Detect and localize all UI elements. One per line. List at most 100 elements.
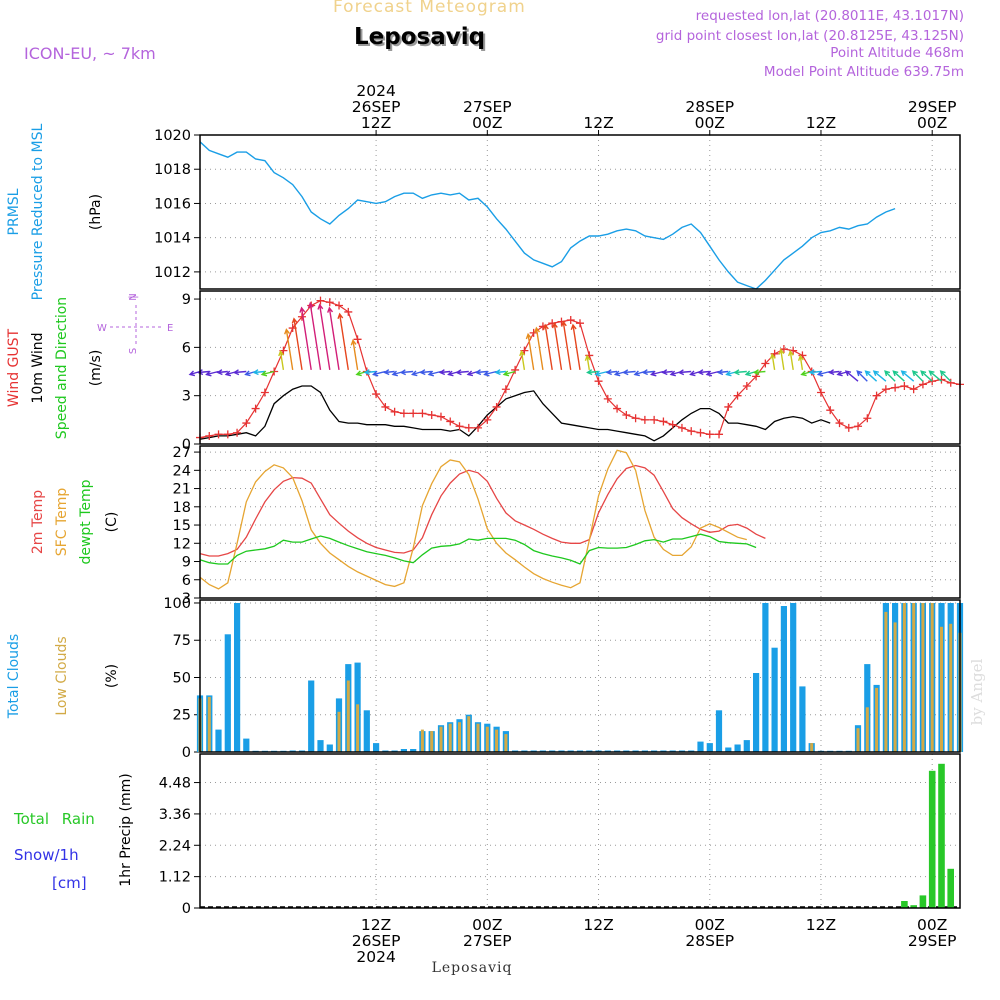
compass-south: S <box>128 348 139 354</box>
y-tick-label: 4.48 <box>159 776 191 792</box>
time-label-top: 12Z <box>583 114 613 132</box>
total-clouds-bar <box>224 634 231 752</box>
model-label: ICON-EU, ~ 7km <box>24 44 156 63</box>
low-clouds-bar <box>856 728 860 752</box>
y-tick-label: 18 <box>173 500 191 516</box>
y-tick-label: 6 <box>182 340 191 356</box>
wind-direction-arrow <box>427 370 442 377</box>
wind-direction-arrow <box>284 328 294 371</box>
y-tick-label: 1018 <box>154 162 191 178</box>
wind-direction-arrow <box>542 323 553 371</box>
wind-direction-arrow <box>939 370 952 382</box>
prmsl-label: PRMSL <box>6 188 22 235</box>
y-tick-label: 3.36 <box>159 807 191 823</box>
wind-gust-marker <box>603 394 612 403</box>
wind-direction-arrow <box>856 370 868 382</box>
wind-gust-marker <box>705 430 714 439</box>
low-clouds-bar <box>912 603 916 752</box>
wind-gust-marker <box>344 307 353 316</box>
total-clouds-bar <box>243 738 250 752</box>
time-label-top: 00Z <box>695 114 725 132</box>
low-clouds-bar <box>884 611 888 752</box>
pressure-unit: (hPa) <box>88 194 104 230</box>
wind-gust-marker <box>677 423 686 432</box>
total-clouds-bar <box>234 603 241 752</box>
wind-gust-marker <box>650 415 659 424</box>
wind-direction-arrow <box>705 370 720 377</box>
wind-direction-arrow <box>525 332 535 371</box>
panel-frame <box>199 753 961 909</box>
y-tick-label: 27 <box>173 445 191 461</box>
compass-north: N <box>128 293 139 300</box>
y-tick-label: 1014 <box>154 231 191 247</box>
y-tick-label: 9 <box>182 555 191 571</box>
y-tick-label: 3 <box>182 389 191 405</box>
panel-frame <box>199 290 961 445</box>
wind-gust-marker <box>474 423 483 432</box>
time-label-bottom: 29SEP <box>908 932 957 950</box>
wind-direction-arrow <box>317 303 331 371</box>
low-clouds-bar <box>439 726 443 752</box>
precip-axis-label: 1hr Precip (mm) <box>118 773 134 886</box>
grid-point-coords: grid point closest lon,lat (20.8125E, 43… <box>655 28 964 44</box>
total-clouds-bar <box>790 603 797 752</box>
y-tick-label: 12 <box>173 536 191 552</box>
low-clouds-bar <box>458 722 461 752</box>
pressure-line <box>199 141 896 290</box>
compass-west: W <box>97 323 107 334</box>
time-label-bottom: 2024 <box>356 948 395 966</box>
y-tick-label: 25 <box>173 708 191 724</box>
low-clouds-bar <box>430 731 434 752</box>
wind-gust-marker <box>724 402 733 411</box>
wind-gust-label: Wind GUST <box>6 328 22 407</box>
temp-2m-line <box>199 464 766 557</box>
wind-direction-arrow <box>900 370 915 382</box>
panel-frame <box>199 445 961 599</box>
wind-direction-arrow <box>594 370 608 377</box>
total-clouds-bar <box>400 749 407 752</box>
wind-gust-marker <box>399 409 408 418</box>
wind-direction-arrow <box>864 370 878 382</box>
wind-direction-arrow <box>399 369 414 376</box>
time-label-top: 29SEP <box>908 98 957 116</box>
wind-direction-arrow <box>232 369 247 376</box>
wind-direction-arrow <box>570 323 581 371</box>
wind-direction-arrow <box>716 369 729 376</box>
forecast-title: Forecast Meteogram <box>333 0 526 17</box>
low-clouds-bar <box>921 603 925 752</box>
panel-background <box>200 446 960 598</box>
wind-direction-arrow <box>733 369 747 376</box>
wind-direction-arrow <box>769 352 776 371</box>
wind-gust-marker <box>742 382 751 391</box>
y-tick-label: 2.24 <box>159 838 191 854</box>
credit-watermark: by Angel <box>968 658 986 725</box>
panel-frame <box>199 134 961 290</box>
wind-direction-arrow <box>752 369 766 376</box>
total-clouds-bar <box>373 743 380 752</box>
time-label-top: 00Z <box>472 114 502 132</box>
y-tick-label: 15 <box>173 518 191 534</box>
compass-cross <box>110 305 162 347</box>
wind-gust-marker <box>816 388 825 397</box>
wind-gust-marker <box>835 419 844 428</box>
low-clouds-bar <box>810 743 814 752</box>
rain-bar <box>919 895 927 908</box>
wind-direction-arrow <box>383 369 395 376</box>
wind-gust-marker <box>576 319 584 328</box>
low-clouds-label: Low Clouds <box>54 636 70 715</box>
wind-speed-direction-label: Speed and Direction <box>54 297 70 439</box>
wind-gust-marker <box>492 402 501 411</box>
wind-direction-arrow <box>586 369 599 376</box>
y-tick-label: 100 <box>163 596 191 612</box>
low-clouds-bar <box>420 729 424 752</box>
y-tick-label: 3 <box>182 591 191 607</box>
wind-gust-marker <box>483 415 492 424</box>
wind-gust-marker <box>872 391 881 400</box>
wind-gust-marker <box>631 414 640 423</box>
total-clouds-bar <box>317 740 324 752</box>
wind-gust-marker <box>214 430 223 439</box>
wind-direction-arrow <box>797 354 804 371</box>
wind-direction-arrow <box>787 349 794 371</box>
wind-gust-marker <box>529 328 538 337</box>
clouds-unit: (%) <box>104 664 120 688</box>
